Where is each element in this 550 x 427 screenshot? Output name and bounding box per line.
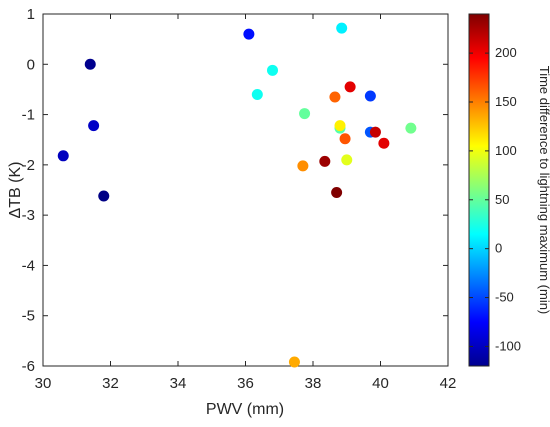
y-axis-label: ΔTB (K) (7, 162, 24, 219)
data-point (339, 133, 351, 145)
colorbar-tick-label: -50 (495, 290, 514, 305)
data-point (336, 22, 348, 34)
colorbar-tick-label: 200 (495, 45, 517, 60)
data-point (267, 64, 278, 76)
data-point (364, 90, 376, 102)
data-point (405, 122, 417, 134)
data-point (334, 120, 346, 132)
data-points (57, 22, 417, 368)
x-tick-label: 42 (440, 375, 457, 392)
data-point (369, 126, 381, 138)
y-tick-label: -3 (22, 207, 35, 224)
data-point (329, 91, 341, 103)
colorbar-ticks: 200 150 100 50 0 -50 -100 (469, 45, 521, 353)
y-tick-label: -1 (22, 107, 35, 124)
data-point (319, 155, 331, 167)
y-tick-label: 0 (27, 56, 35, 73)
x-tick-label: 30 (35, 375, 52, 392)
x-tick-label: 38 (305, 375, 322, 392)
data-point (299, 108, 311, 120)
colorbar-tick-label: 0 (495, 241, 502, 256)
x-tick-label: 32 (102, 375, 119, 392)
colorbar-tick-label: 100 (495, 143, 517, 158)
data-point (331, 187, 343, 199)
data-point (251, 88, 263, 100)
x-axis-label: PWV (mm) (206, 401, 284, 418)
plot-area (42, 13, 449, 367)
y-tick-label: -5 (22, 308, 35, 325)
colorbar-tick-label: -100 (495, 338, 521, 353)
y-axis: 1 0 -1 -2 -3 -4 -5 -6 (22, 6, 448, 375)
x-tick-label: 34 (170, 375, 187, 392)
colorbar (468, 13, 490, 367)
x-tick-label: 36 (237, 375, 254, 392)
data-point (88, 120, 100, 132)
colorbar-label: Time difference to lightning maximum (mi… (537, 66, 550, 315)
data-point (341, 154, 353, 166)
data-point (84, 58, 96, 70)
data-point (288, 356, 300, 368)
data-point (98, 190, 110, 202)
data-point (297, 160, 309, 172)
y-tick-label: -2 (22, 157, 35, 174)
data-point (378, 137, 390, 149)
data-point (57, 150, 69, 162)
y-tick-label: -4 (22, 257, 35, 274)
x-axis: 30 32 34 36 38 40 42 (35, 14, 457, 392)
data-point (243, 28, 255, 40)
y-tick-label: 1 (27, 6, 35, 23)
y-tick-label: -6 (22, 358, 35, 375)
colorbar-tick-label: 50 (495, 192, 509, 207)
x-tick-label: 40 (372, 375, 389, 392)
colorbar-tick-label: 150 (495, 94, 517, 109)
data-point (344, 81, 356, 93)
